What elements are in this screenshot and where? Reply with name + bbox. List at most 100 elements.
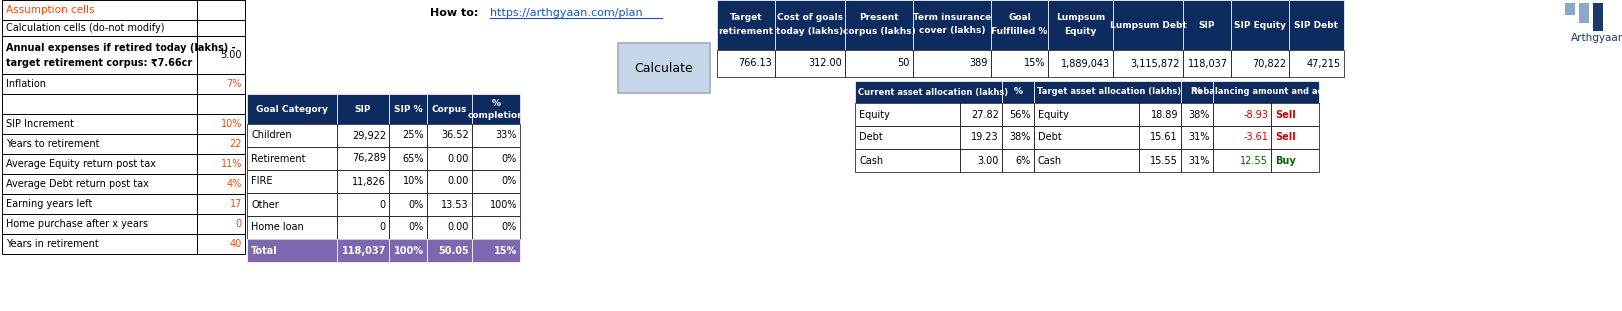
Text: %: % xyxy=(1014,87,1022,96)
Bar xyxy=(960,149,1002,172)
Text: 0.00: 0.00 xyxy=(448,177,469,187)
Text: 0.00: 0.00 xyxy=(448,222,469,233)
Bar xyxy=(1139,149,1181,172)
Text: 17: 17 xyxy=(230,199,242,209)
Text: 4%: 4% xyxy=(227,179,242,189)
Text: 3,115,872: 3,115,872 xyxy=(1131,58,1179,68)
Bar xyxy=(913,0,991,50)
Text: 118,037: 118,037 xyxy=(342,245,386,256)
Text: Goal: Goal xyxy=(1009,12,1032,21)
Bar xyxy=(1048,50,1113,77)
Text: Other: Other xyxy=(251,199,279,210)
Text: Home loan: Home loan xyxy=(251,222,303,233)
Bar xyxy=(196,174,245,194)
Text: Current asset allocation (lakhs): Current asset allocation (lakhs) xyxy=(858,87,1009,96)
Text: Equity: Equity xyxy=(860,109,890,119)
Bar xyxy=(1002,103,1033,126)
Bar xyxy=(196,234,245,254)
Bar xyxy=(247,170,337,193)
Bar xyxy=(1181,103,1213,126)
Text: 0: 0 xyxy=(235,219,242,229)
Text: 0.00: 0.00 xyxy=(448,154,469,164)
Bar xyxy=(913,50,991,77)
Text: 13.53: 13.53 xyxy=(441,199,469,210)
Bar xyxy=(337,193,389,216)
Text: 11%: 11% xyxy=(221,159,242,169)
Bar xyxy=(1048,0,1113,50)
Bar xyxy=(855,81,1002,103)
Bar xyxy=(2,234,196,254)
Text: Home purchase after x years: Home purchase after x years xyxy=(6,219,148,229)
Text: today (lakhs): today (lakhs) xyxy=(777,26,843,35)
Text: Equity: Equity xyxy=(1064,26,1096,35)
Bar xyxy=(1272,149,1319,172)
Bar xyxy=(427,170,472,193)
Text: Lumpsum: Lumpsum xyxy=(1056,12,1105,21)
Bar xyxy=(1113,0,1182,50)
Text: Calculation cells (do-not modify): Calculation cells (do-not modify) xyxy=(6,23,164,33)
Bar xyxy=(1231,0,1289,50)
Bar xyxy=(337,94,389,124)
Text: 15%: 15% xyxy=(493,245,517,256)
Bar xyxy=(472,239,521,262)
Text: Arthgyaan: Arthgyaan xyxy=(1570,33,1622,43)
Text: Average Equity return post tax: Average Equity return post tax xyxy=(6,159,156,169)
Text: Average Debt return post tax: Average Debt return post tax xyxy=(6,179,149,189)
Text: 6%: 6% xyxy=(1015,156,1032,165)
Text: Target asset allocation (lakhs): Target asset allocation (lakhs) xyxy=(1036,87,1181,96)
Bar xyxy=(960,126,1002,149)
Text: https://arthgyaan.com/plan: https://arthgyaan.com/plan xyxy=(490,8,642,18)
Bar xyxy=(1181,126,1213,149)
Text: 100%: 100% xyxy=(490,199,517,210)
Text: Cash: Cash xyxy=(860,156,882,165)
Text: corpus (lakhs): corpus (lakhs) xyxy=(842,26,915,35)
Text: Children: Children xyxy=(251,131,292,141)
Text: 29,922: 29,922 xyxy=(352,131,386,141)
Text: 22: 22 xyxy=(229,139,242,149)
Bar xyxy=(427,147,472,170)
Text: 0%: 0% xyxy=(501,222,517,233)
Text: 56%: 56% xyxy=(1009,109,1032,119)
Text: Total: Total xyxy=(251,245,277,256)
Bar xyxy=(1231,50,1289,77)
Bar xyxy=(389,193,427,216)
Text: 40: 40 xyxy=(230,239,242,249)
Bar xyxy=(845,0,913,50)
Bar xyxy=(196,134,245,154)
Text: -8.93: -8.93 xyxy=(1242,109,1268,119)
Text: 0: 0 xyxy=(380,222,386,233)
Bar xyxy=(472,170,521,193)
Bar xyxy=(337,170,389,193)
Text: 47,215: 47,215 xyxy=(1307,58,1341,68)
Text: 10%: 10% xyxy=(402,177,423,187)
Text: Fulflilled %: Fulflilled % xyxy=(991,26,1048,35)
Bar xyxy=(855,149,960,172)
Bar xyxy=(717,50,775,77)
Bar xyxy=(389,94,427,124)
Bar xyxy=(247,124,337,147)
Text: 312.00: 312.00 xyxy=(808,58,842,68)
Bar xyxy=(1033,103,1139,126)
Bar xyxy=(196,154,245,174)
Bar xyxy=(196,114,245,134)
Bar xyxy=(472,193,521,216)
Text: 27.82: 27.82 xyxy=(972,109,999,119)
Bar xyxy=(618,43,710,93)
Text: 3.00: 3.00 xyxy=(978,156,999,165)
Bar xyxy=(845,50,913,77)
Text: 76,289: 76,289 xyxy=(352,154,386,164)
Bar xyxy=(2,36,196,74)
Bar xyxy=(1213,81,1319,103)
Bar xyxy=(2,194,196,214)
Text: Cash: Cash xyxy=(1038,156,1062,165)
Bar xyxy=(1033,126,1139,149)
Bar xyxy=(2,174,196,194)
Text: 118,037: 118,037 xyxy=(1187,58,1228,68)
Bar xyxy=(196,214,245,234)
Text: 33%: 33% xyxy=(496,131,517,141)
Text: Buy: Buy xyxy=(1275,156,1296,165)
Bar xyxy=(472,94,521,124)
Text: Assumption cells: Assumption cells xyxy=(6,5,94,15)
Text: 38%: 38% xyxy=(1189,109,1210,119)
Bar xyxy=(1033,81,1181,103)
